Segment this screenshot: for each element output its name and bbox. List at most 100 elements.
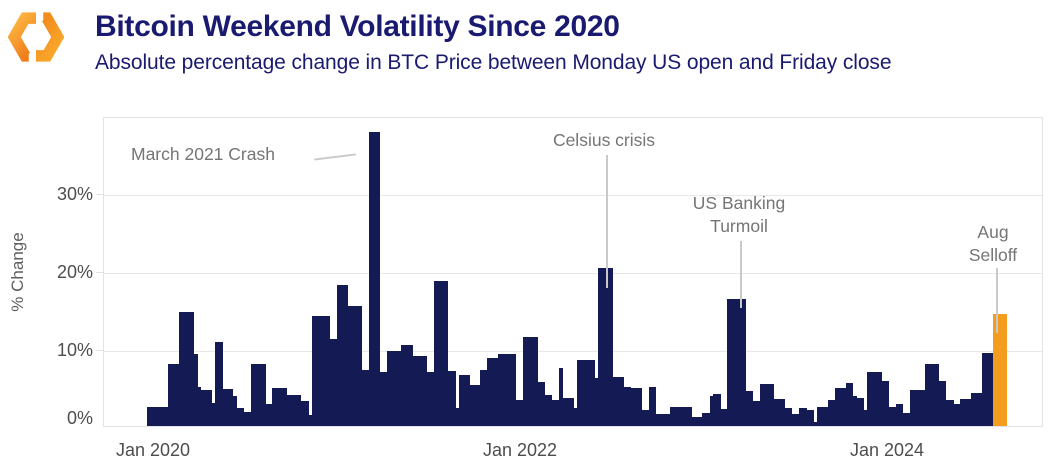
bar-highlighted (996, 314, 1001, 426)
bar (240, 408, 245, 426)
bar (698, 416, 703, 426)
bar (222, 388, 227, 426)
bar (351, 305, 356, 426)
bar (870, 371, 875, 426)
bar (831, 400, 836, 426)
bar (791, 414, 796, 426)
bar (365, 370, 370, 426)
bar (874, 371, 879, 426)
bar (154, 407, 159, 426)
bar (189, 311, 194, 426)
bar (322, 315, 327, 426)
bar (150, 407, 155, 426)
bar (920, 390, 925, 426)
bar (254, 363, 259, 426)
bar (974, 392, 979, 426)
bar (455, 408, 460, 426)
bar (777, 398, 782, 426)
gridline-30pct (104, 195, 1042, 196)
bar (444, 281, 449, 426)
bar (369, 131, 374, 426)
bar (892, 407, 897, 426)
bar (648, 387, 653, 426)
bar (989, 352, 993, 426)
bar (490, 357, 495, 426)
bar-highlighted (999, 314, 1004, 426)
bar (899, 404, 904, 426)
bar (179, 311, 184, 426)
bar (720, 408, 725, 426)
bar (824, 407, 829, 426)
bar (849, 383, 854, 426)
bar (498, 353, 503, 426)
bar (928, 363, 933, 426)
bar (172, 363, 177, 426)
bar (272, 387, 277, 426)
bar (437, 281, 442, 426)
bar (573, 408, 578, 426)
bar (465, 374, 470, 426)
bar (906, 412, 911, 426)
bar-highlighted (992, 314, 997, 426)
bar (662, 413, 667, 426)
annotation-celsius-crisis: Celsius crisis (552, 130, 656, 150)
bar (347, 305, 352, 426)
bar (533, 336, 538, 426)
bar (419, 356, 424, 426)
annotation-leader-line (606, 155, 608, 288)
bar (236, 408, 241, 426)
bar (279, 387, 284, 426)
bar (526, 336, 531, 426)
bar (641, 409, 646, 426)
bar (741, 299, 746, 426)
bar (723, 408, 728, 426)
page-subtitle: Absolute percentage change in BTC Price … (95, 51, 892, 74)
x-tick-label-jan-2024: Jan 2024 (849, 440, 925, 460)
bar (609, 268, 614, 426)
bar (508, 353, 513, 426)
bar (519, 400, 524, 426)
bar (931, 363, 936, 426)
bar (709, 396, 714, 426)
bar (315, 315, 320, 426)
bar (688, 406, 693, 426)
bar (229, 388, 234, 426)
bar (462, 374, 467, 426)
bar (956, 404, 961, 426)
bar (766, 384, 771, 426)
bar (587, 359, 592, 426)
bar (340, 284, 345, 426)
bar (727, 299, 732, 426)
bar (924, 363, 929, 426)
bar (770, 384, 775, 426)
bar (333, 338, 338, 426)
bar (383, 371, 388, 426)
bar (623, 387, 628, 426)
bar (551, 399, 556, 426)
page-title: Bitcoin Weekend Volatility Since 2020 (95, 10, 620, 43)
bar (795, 414, 800, 426)
bar (559, 367, 564, 426)
bar (147, 407, 151, 426)
bar (161, 407, 166, 426)
bar (652, 387, 657, 426)
plot-area (103, 117, 1043, 427)
bar (885, 380, 890, 426)
bar (863, 409, 868, 426)
bar (344, 284, 349, 426)
bar (942, 380, 947, 426)
bar (541, 381, 546, 426)
bar (852, 395, 857, 426)
bar (301, 401, 306, 426)
bar (247, 412, 252, 426)
bar (594, 377, 599, 426)
bar (530, 336, 535, 426)
y-tick-mark (96, 272, 103, 273)
bar (512, 353, 517, 426)
bar (243, 412, 248, 426)
bar (806, 410, 811, 426)
bar (372, 131, 377, 426)
bar (659, 413, 664, 426)
bar (960, 398, 965, 426)
bar (774, 398, 779, 426)
